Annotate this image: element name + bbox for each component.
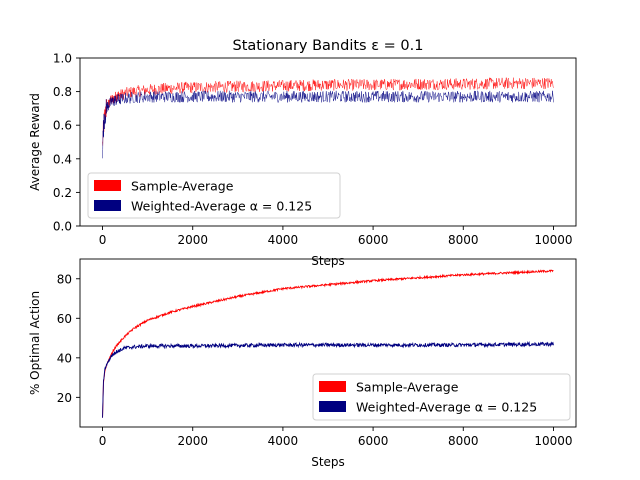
x-tick-label: 10000	[534, 434, 572, 448]
y-tick-label: 0.8	[53, 85, 72, 99]
x-tick-label: 6000	[358, 233, 389, 247]
legend-label-sample-average: Sample-Average	[131, 179, 234, 194]
y-axis-label: % Optimal Action	[28, 291, 42, 395]
x-axis-label: Steps	[311, 455, 345, 469]
figure-title: Stationary Bandits ε = 0.1	[233, 38, 424, 54]
x-tick-label: 8000	[448, 434, 479, 448]
x-tick-label: 4000	[268, 233, 299, 247]
legend-box	[87, 172, 341, 219]
y-axis-label: Average Reward	[28, 93, 42, 191]
legend-box	[312, 373, 571, 421]
legend: Sample-Average Weighted-Average α = 0.125	[312, 373, 571, 421]
y-tick-label: 0.4	[53, 152, 72, 166]
legend-swatch-sample-average	[94, 180, 121, 191]
legend: Sample-Average Weighted-Average α = 0.125	[87, 172, 341, 219]
y-tick-label: 20	[57, 391, 72, 405]
legend-label-weighted-average: Weighted-Average α = 0.125	[356, 400, 537, 415]
x-tick-label: 6000	[358, 434, 389, 448]
legend-label-sample-average: Sample-Average	[356, 380, 459, 395]
x-tick-label: 10000	[534, 233, 572, 247]
x-tick-label: 0	[99, 233, 107, 247]
series-line-weighted-average	[102, 90, 554, 159]
legend-swatch-weighted-average	[94, 200, 121, 211]
series-line-sample-average	[102, 77, 554, 146]
legend-swatch-sample-average	[319, 381, 346, 392]
optimal-action-panel: 0 2000 4000 6000 8000 10000 20 40 60 80 Steps % Opt…	[28, 258, 577, 469]
series-line-sample-average	[102, 269, 554, 418]
x-tick-label: 4000	[268, 434, 299, 448]
x-tick-label: 8000	[448, 233, 479, 247]
series-line-weighted-average	[102, 340, 554, 418]
reward-panel: 0 2000 4000 6000 8000 10000 0.0 0.2 0.4 0.6 0.8 1.0…	[28, 52, 577, 268]
y-tick-label: 0.0	[53, 220, 72, 234]
x-tick-label: 2000	[177, 233, 208, 247]
axes-frame	[79, 258, 577, 428]
y-tick-label: 0.6	[53, 119, 72, 133]
legend-label-weighted-average: Weighted-Average α = 0.125	[131, 199, 312, 214]
x-tick-label: 0	[99, 434, 107, 448]
y-tick-label: 40	[57, 351, 72, 365]
x-tick-label: 2000	[177, 434, 208, 448]
axes-frame	[79, 57, 577, 227]
y-tick-label: 0.2	[53, 186, 72, 200]
y-tick-label: 1.0	[53, 52, 72, 66]
legend-swatch-weighted-average	[319, 401, 346, 412]
x-axis-label: Steps	[311, 254, 345, 268]
y-tick-label: 60	[57, 312, 72, 326]
y-tick-label: 80	[57, 272, 72, 286]
